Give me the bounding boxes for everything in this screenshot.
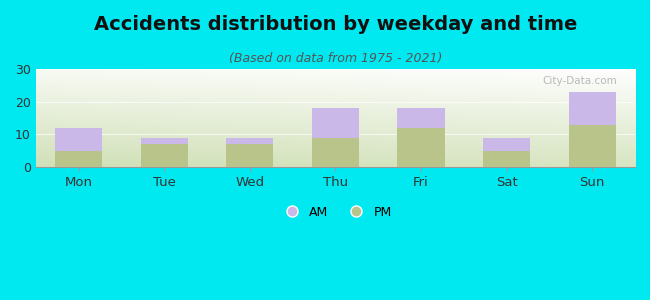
Bar: [483, 138, 530, 151]
Bar: [140, 138, 188, 144]
Bar: [140, 144, 188, 167]
Title: Accidents distribution by weekday and time: Accidents distribution by weekday and ti…: [94, 15, 577, 34]
Bar: [397, 108, 445, 128]
Text: City-Data.com: City-Data.com: [542, 76, 617, 86]
Bar: [226, 138, 273, 144]
Bar: [569, 124, 616, 167]
Bar: [397, 128, 445, 167]
Bar: [226, 144, 273, 167]
Bar: [312, 108, 359, 138]
Bar: [312, 138, 359, 167]
Legend: AM, PM: AM, PM: [274, 201, 396, 224]
Bar: [569, 92, 616, 124]
Bar: [55, 128, 102, 151]
Bar: [483, 151, 530, 167]
Bar: [55, 151, 102, 167]
Text: (Based on data from 1975 - 2021): (Based on data from 1975 - 2021): [229, 52, 442, 65]
